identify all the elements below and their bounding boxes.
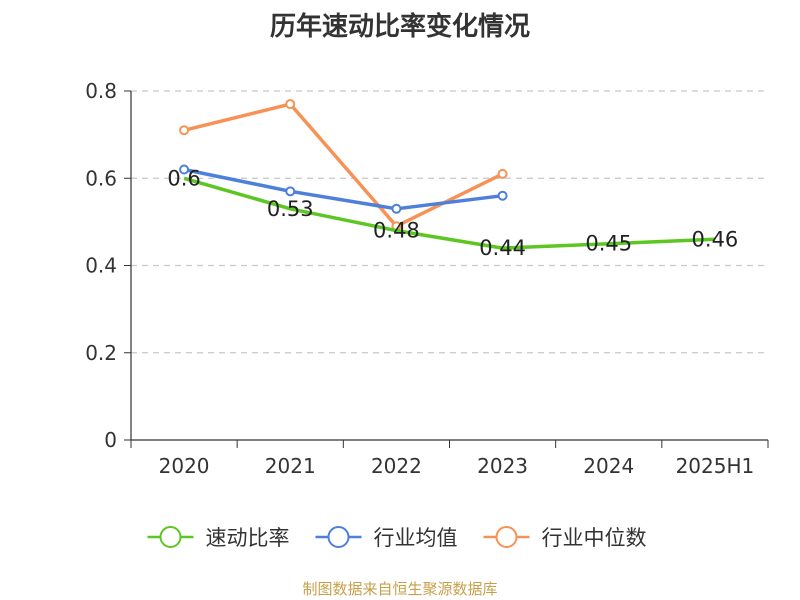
data-label: 0.45: [585, 232, 632, 256]
data-label: 0.6: [167, 166, 200, 190]
x-tick-label: 2021: [265, 454, 316, 478]
legend-marker: [327, 526, 350, 548]
series-line: [183, 167, 503, 211]
legend-item: 行业中位数: [483, 526, 647, 550]
data-point: [285, 186, 296, 197]
data-point: [179, 164, 190, 175]
x-tick-label: 2024: [583, 454, 634, 478]
series-line: [183, 176, 715, 250]
legend-label: 行业均值: [374, 526, 458, 550]
chart-title: 历年速动比率变化情况: [269, 12, 530, 42]
data-label: 0.48: [373, 219, 420, 243]
y-tick-label: 0.2: [85, 341, 117, 365]
data-point: [497, 190, 508, 201]
series-line: [183, 102, 504, 228]
legend: 速动比率 行业均值 行业中位数: [147, 526, 647, 550]
x-tick-label: 2025H1: [676, 454, 755, 478]
data-point: [497, 168, 508, 179]
axes: 0 0.2 0.4 0.6 0.8 2020 2021 2022 2023 2024 2025H1: [85, 79, 769, 478]
x-tick-label: 2023: [477, 454, 528, 478]
legend-item: 速动比率: [147, 526, 290, 550]
x-tick-label: 2022: [371, 454, 422, 478]
legend-marker: [159, 526, 182, 548]
y-tick-label: 0.6: [85, 166, 117, 190]
source-note: 制图数据来自恒生聚源数据库: [302, 580, 498, 598]
y-tick-label: 0.8: [85, 79, 117, 103]
series-lines: [179, 99, 715, 250]
y-tick-label: 0.4: [85, 254, 117, 278]
legend-label: 行业中位数: [542, 526, 647, 550]
x-tick-label: 2020: [159, 454, 210, 478]
y-tick-label: 0: [104, 428, 117, 452]
legend-marker: [495, 526, 518, 548]
data-label: 0.46: [692, 227, 739, 251]
legend-label: 速动比率: [206, 526, 290, 550]
legend-item: 行业均值: [315, 526, 458, 550]
data-label: 0.44: [479, 236, 526, 260]
data-point: [179, 125, 190, 136]
grid-lines: [131, 90, 768, 354]
data-label: 0.53: [267, 197, 314, 221]
data-point: [285, 99, 296, 110]
data-point: [391, 203, 402, 214]
data-labels: 0.6 0.53 0.48 0.44 0.45 0.46: [167, 166, 738, 260]
